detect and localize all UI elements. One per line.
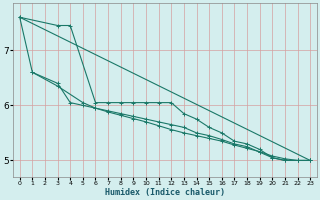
X-axis label: Humidex (Indice chaleur): Humidex (Indice chaleur) bbox=[105, 188, 225, 197]
